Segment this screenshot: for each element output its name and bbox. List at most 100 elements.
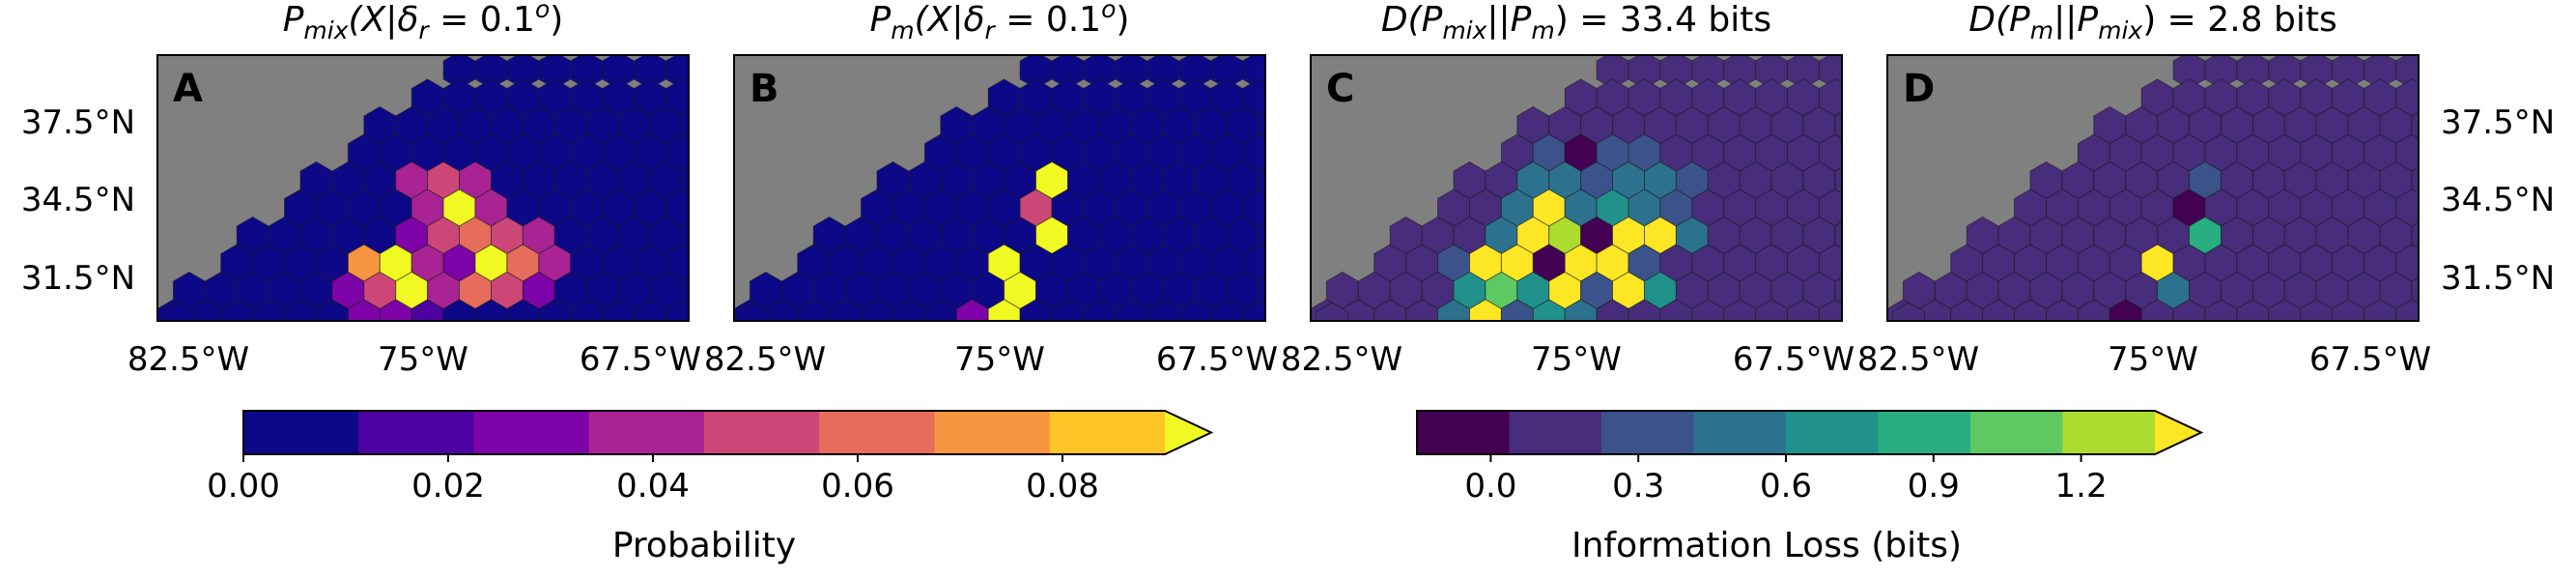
hex-cell — [1019, 299, 1053, 321]
hex-cell — [829, 299, 862, 321]
hex-cell — [269, 328, 300, 364]
hex-cell — [284, 299, 317, 321]
hex-cell — [252, 299, 285, 321]
panel-letter: D — [1903, 67, 1935, 111]
hex-cell — [1470, 355, 1502, 391]
hex-cell — [570, 299, 604, 321]
colorbar-segment — [1601, 411, 1694, 454]
hex-cell — [909, 328, 941, 364]
hex-grid — [1311, 55, 1842, 391]
hex-cell — [1373, 299, 1407, 321]
hex-cell — [1819, 299, 1842, 321]
colorbar-segment — [473, 411, 590, 454]
hex-cell — [923, 299, 957, 321]
colorbar-tick-label: 0.6 — [1760, 467, 1812, 506]
y-tick-label-right: 31.5°N — [2441, 259, 2555, 298]
hex-cell — [602, 299, 635, 321]
hex-cell-highlight — [1486, 328, 1517, 364]
colorbar-label: Information Loss (bits) — [1571, 526, 1962, 565]
hex-grid — [734, 55, 1265, 391]
hex-cell — [1115, 299, 1148, 321]
hex-cell — [332, 328, 364, 364]
colorbar-information-loss: 0.0 0.3 0.6 0.9 1.2 Information Loss (bits) — [1416, 410, 2204, 565]
colorbar-segment — [1693, 411, 1787, 454]
y-tick-label-left: 31.5°N — [21, 259, 135, 298]
hex-cell — [1892, 302, 1925, 321]
panel-letter: B — [750, 67, 779, 111]
colorbar-segment — [358, 411, 474, 454]
hex-cell — [1982, 299, 2015, 321]
hex-cell-highlight — [1469, 299, 1502, 321]
hex-cell — [665, 299, 689, 321]
panel-d: D D(Pm||Pmix) = 2.8 bits 82.5°W 75°W 67.5°W — [1857, 0, 2431, 391]
hex-cell — [2364, 299, 2396, 321]
hex-cell — [1676, 328, 1708, 364]
hex-cell — [1787, 299, 1820, 321]
hex-cell — [1146, 299, 1180, 321]
x-tick-label: 67.5°W — [1156, 340, 1278, 379]
hex-cell — [507, 355, 539, 391]
hex-cell — [1116, 355, 1147, 391]
hex-cell — [316, 299, 349, 321]
x-tick-label: 82.5°W — [1857, 340, 1979, 379]
hex-cell-highlight — [1564, 299, 1598, 321]
hex-cell — [1438, 355, 1470, 391]
panel-letter: A — [173, 67, 203, 111]
hex-cell — [475, 355, 507, 391]
hex-grid — [1887, 55, 2419, 391]
hex-cell — [1084, 355, 1116, 391]
x-tick-label: 67.5°W — [2309, 340, 2431, 379]
colorbar-tick-label: 1.2 — [2055, 467, 2108, 506]
hex-cell — [285, 355, 317, 391]
colorbar-tick-label: 0.08 — [1026, 467, 1099, 506]
hex-cell — [317, 355, 349, 391]
colorbar-segment — [1049, 411, 1166, 454]
y-tick-label-left: 37.5°N — [21, 103, 135, 142]
hex-cell — [506, 299, 540, 321]
hex-cell — [1405, 299, 1438, 321]
hex-cell — [1083, 299, 1117, 321]
hex-cell — [492, 328, 524, 364]
hex-cell — [2268, 299, 2302, 321]
hex-cell-highlight — [379, 299, 412, 321]
hex-cell — [2204, 299, 2238, 321]
colorbar-probability: 0.00 0.02 0.04 0.06 0.08 Probability — [207, 410, 1214, 565]
hex-grid — [94, 55, 689, 391]
hex-cell — [220, 299, 254, 321]
colorbar-extend-arrow — [2155, 411, 2201, 454]
hex-cell-highlight — [1454, 328, 1486, 364]
colorbar-tick-label: 0.00 — [207, 467, 280, 506]
panel-c: C D(Pmix||Pm) = 33.4 bits 82.5°W 75°W 67.5°W — [1281, 0, 1854, 391]
panel-frame — [1310, 54, 1843, 322]
hex-cell — [2046, 299, 2079, 321]
hex-cell — [2205, 355, 2237, 391]
hex-cell — [2269, 355, 2301, 391]
panel-title: D(Pm||Pmix) = 2.8 bits — [1968, 0, 2336, 44]
colorbar-outline — [242, 410, 1214, 455]
hex-cell — [1068, 328, 1100, 364]
colorbar-tick-label: 0.06 — [821, 467, 894, 506]
colorbar-tick-label: 0.9 — [1908, 467, 1960, 506]
colorbar-segment — [819, 411, 935, 454]
hex-cell — [94, 355, 126, 391]
panel-title: Pmix(X|δr = 0.1o) — [283, 0, 564, 44]
hex-cell — [797, 299, 831, 321]
hex-cell — [1645, 328, 1677, 364]
hex-cell — [1052, 355, 1084, 391]
x-tick-label: 67.5°W — [1733, 340, 1854, 379]
hex-cell — [862, 355, 893, 391]
colorbar-label: Probability — [612, 526, 796, 565]
hex-cell — [2015, 355, 2047, 391]
hex-cell — [1342, 299, 1375, 321]
y-tick-label-right: 34.5°N — [2441, 181, 2555, 219]
colorbar-extend-arrow — [1165, 411, 1211, 454]
colorbar-segment — [1509, 411, 1602, 454]
y-tick-label-left: 34.5°N — [21, 181, 135, 219]
hex-cell — [1178, 299, 1211, 321]
x-tick-label: 82.5°W — [127, 340, 249, 379]
panel-frame — [1886, 54, 2420, 322]
colorbar-segment — [1417, 411, 1510, 454]
hex-cell — [1723, 299, 1757, 321]
hex-cell — [1406, 355, 1438, 391]
hex-cell — [1659, 299, 1693, 321]
